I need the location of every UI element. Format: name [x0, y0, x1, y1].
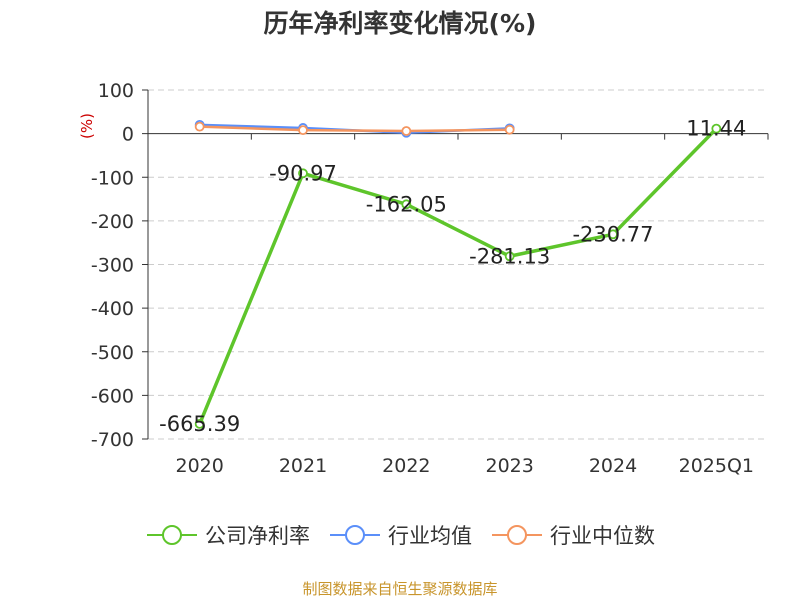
grid-lines — [148, 89, 768, 440]
legend: 公司净利率 行业均值 行业中位数 — [0, 520, 800, 550]
data-label: -230.77 — [572, 222, 653, 246]
legend-marker-icon — [492, 525, 542, 545]
series-line-0 — [198, 127, 718, 425]
legend-item[interactable]: 公司净利率 — [145, 520, 310, 550]
x-tick-label: 2025Q1 — [679, 455, 754, 477]
data-label: -162.05 — [366, 192, 447, 216]
data-label: -281.13 — [469, 244, 550, 268]
legend-item[interactable]: 行业均值 — [328, 520, 472, 550]
legend-label: 公司净利率 — [205, 524, 310, 548]
data-point — [401, 199, 412, 210]
x-tick-label: 2024 — [589, 455, 637, 477]
y-tick-label: -600 — [91, 385, 134, 407]
y-tick-label: -700 — [91, 429, 134, 451]
data-point — [504, 251, 515, 262]
data-point — [194, 121, 205, 132]
y-tick-label: -400 — [91, 298, 134, 320]
x-tick-label: 2020 — [175, 455, 223, 477]
data-point — [298, 125, 308, 136]
y-tick-label: -100 — [91, 167, 134, 189]
source-note: 制图数据来自恒生聚源数据库 — [302, 580, 498, 598]
data-label: -90.97 — [269, 161, 337, 185]
axes: 100 0 -100 -200 -300 -400 -500 -600 -700 2020 2021… — [91, 80, 769, 477]
data-labels: -665.39 -90.97 -162.05 -281.13 -230.77 11.44 — [159, 117, 746, 436]
y-tick-label: 0 — [122, 124, 134, 146]
y-tick-label: -300 — [91, 255, 134, 277]
data-label: 11.44 — [686, 117, 746, 141]
data-point — [401, 126, 412, 136]
legend-item[interactable]: 行业中位数 — [490, 520, 655, 550]
legend-label: 行业均值 — [388, 524, 472, 548]
chart-title: 历年净利率变化情况(%) — [263, 9, 537, 38]
legend-label: 行业中位数 — [550, 524, 655, 548]
data-point — [194, 419, 205, 429]
x-tick-label: 2023 — [485, 455, 533, 477]
y-tick-label: -500 — [91, 342, 134, 364]
data-label: -665.39 — [159, 412, 240, 436]
data-point — [298, 168, 308, 179]
data-point — [504, 124, 515, 135]
data-point — [608, 229, 618, 240]
data-point — [711, 123, 722, 134]
y-axis-unit-label: (%) — [78, 113, 96, 139]
x-tick-label: 2021 — [279, 455, 327, 477]
y-tick-label: -200 — [91, 211, 134, 233]
y-tick-label: 100 — [98, 80, 134, 102]
x-tick-label: 2022 — [382, 455, 430, 477]
legend-marker-icon — [330, 525, 380, 545]
series-lines — [194, 120, 722, 429]
series-line-2 — [199, 125, 510, 133]
legend-marker-icon — [147, 525, 197, 545]
